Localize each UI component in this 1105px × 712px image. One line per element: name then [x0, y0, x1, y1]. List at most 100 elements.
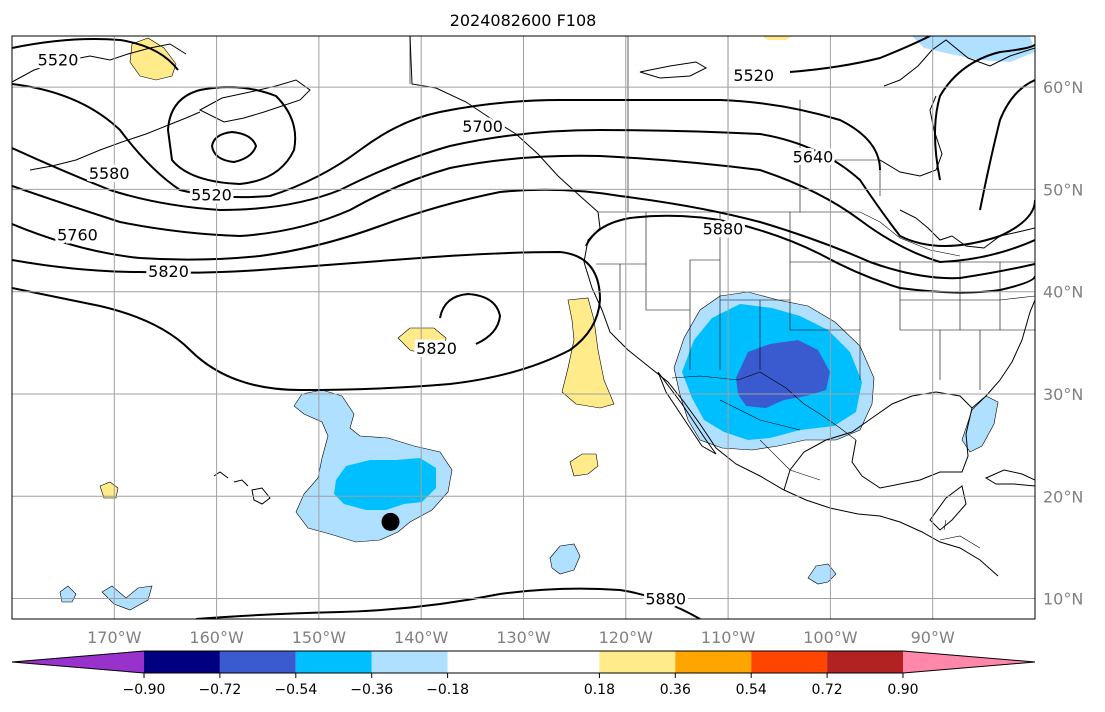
longitude-label: 140°W — [394, 628, 449, 647]
longitude-label: 170°W — [87, 628, 142, 647]
anomaly-yellow-north — [762, 36, 792, 40]
longitude-label: 110°W — [701, 628, 756, 647]
colorbar-tick-label: 0.72 — [812, 682, 843, 698]
contour-label: 5880 — [645, 590, 686, 609]
colorbar-swatch — [219, 651, 296, 673]
colorbar-tick-label: −0.72 — [198, 682, 241, 698]
latitude-label: 50°N — [1043, 180, 1083, 199]
figure-title: 2024082600 F108 — [450, 11, 597, 30]
contour-label: 5640 — [793, 148, 834, 167]
colorbar-swatch — [144, 651, 220, 673]
colorbar-tick-label: 0.18 — [584, 682, 615, 698]
coastline-cuba — [984, 469, 1035, 487]
longitude-label: 160°W — [189, 628, 244, 647]
colorbar-swatch — [447, 651, 600, 673]
contour-label: 5760 — [57, 225, 98, 244]
anomaly-light-blue-small-b — [961, 395, 999, 453]
colorbar-extend-high — [903, 651, 1035, 673]
contour-line-5520-arctic — [934, 43, 1035, 181]
coastline-hawaii — [213, 471, 271, 505]
anomaly-yellow-mid-pacific — [397, 327, 447, 357]
latitude-label: 40°N — [1043, 283, 1083, 302]
latitude-label: 60°N — [1043, 78, 1083, 97]
coastline-arctic-island — [639, 61, 708, 79]
coastline-baja — [657, 371, 717, 455]
contour-line-5820-high — [439, 292, 502, 345]
anomaly-yellow-aleutians — [129, 37, 177, 81]
contour-line-5460-core — [210, 130, 258, 164]
anomaly-light-blue-small-c — [807, 563, 837, 585]
anomaly-yellow-east-pacific — [561, 297, 615, 409]
shading-layer — [59, 36, 1035, 611]
latitude-labels: 60°N 50°N 40°N 30°N 20°N 10°N — [1043, 78, 1083, 608]
contour-label: 5580 — [89, 164, 130, 183]
colorbar-swatch — [371, 651, 448, 673]
contour-label: 5700 — [462, 117, 503, 136]
colorbar-tick-label: −0.36 — [350, 682, 393, 698]
coastline-north-america-west — [409, 36, 999, 577]
anomaly-deep-sky-blue-pacific — [334, 458, 436, 510]
border-us-mexico — [671, 371, 857, 441]
colorbar-swatch — [751, 651, 828, 673]
contour-label: 5520 — [733, 66, 774, 85]
colorbar-swatch — [675, 651, 752, 673]
longitude-label: 150°W — [292, 628, 347, 647]
colorbar-swatch — [599, 651, 676, 673]
contour-label: 5520 — [38, 51, 79, 70]
contour-line-5640-arctic — [789, 36, 931, 73]
coastline-yucatan — [929, 485, 967, 531]
colorbar-tick-label: 0.36 — [660, 682, 691, 698]
contour-label-layer: 5520 5520 5580 5520 5700 5640 5760 5820 5880 5820… — [35, 48, 837, 612]
longitude-label: 100°W — [803, 628, 858, 647]
contour-label: 5520 — [191, 186, 232, 205]
anomaly-royal-blue-southwest — [736, 340, 830, 408]
border-us-states-east — [900, 261, 1035, 390]
coastline-siberia — [12, 43, 187, 83]
contour-line-5520-low — [166, 86, 297, 186]
longitude-labels: 170°W 160°W 150°W 140°W 130°W 120°W 110°W 100°W… — [87, 628, 955, 647]
contour-line-5880-north — [585, 214, 1035, 294]
contour-line-5520-west — [12, 38, 179, 71]
coastline-florida-atlantic — [971, 299, 1035, 409]
latitude-label: 10°N — [1043, 590, 1083, 609]
colorbar-swatch — [295, 651, 372, 673]
anomaly-light-blue-small-a — [549, 543, 581, 575]
colorbar-swatch — [827, 651, 903, 673]
contour-line-5880-south — [195, 587, 701, 619]
coastline-great-lakes — [899, 209, 1035, 249]
anomaly-yellow-small-a — [569, 453, 599, 477]
latitude-label: 20°N — [1043, 487, 1083, 506]
contour-line-5820 — [12, 250, 602, 392]
contour-label: 5820 — [416, 339, 457, 358]
colorbar-tick-label: −0.90 — [123, 682, 166, 698]
border-mexico-states — [719, 399, 821, 481]
contour-line-5580-east — [979, 79, 1035, 211]
map-layers: 5520 5520 5580 5520 5700 5640 5760 5820 5880 5820… — [12, 36, 1035, 619]
longitude-label: 90°W — [911, 628, 955, 647]
colorbar-tick-label: −0.18 — [426, 682, 469, 698]
border-us-states-central — [759, 212, 1035, 380]
longitude-label: 130°W — [496, 628, 551, 647]
contour-line-5640 — [12, 128, 1035, 247]
border-us-states-west — [596, 212, 860, 370]
map-frame — [11, 35, 1036, 620]
colorbar-tick-label: 0.90 — [887, 682, 918, 698]
longitude-label: 120°W — [599, 628, 654, 647]
coastline-hudson-bay-south — [879, 95, 943, 177]
coastline-aleutians — [29, 111, 201, 171]
gridline-layer — [12, 36, 1035, 619]
latitude-label: 30°N — [1043, 385, 1083, 404]
storm-center-marker — [381, 512, 400, 531]
anomaly-light-blue-small-e — [59, 585, 77, 603]
border-central-america — [939, 519, 981, 549]
contour-label: 5880 — [703, 219, 744, 238]
colorbar-tick-label: −0.54 — [274, 682, 317, 698]
contour-label: 5820 — [148, 262, 189, 281]
contour-line-5580 — [12, 83, 881, 199]
contour-line-5700 — [12, 154, 1035, 264]
colorbar-extend-low — [12, 651, 144, 673]
coastline-layer — [12, 36, 1035, 577]
colorbar: −0.90 −0.72 −0.54 −0.36 −0.18 0.18 0.36 0.54 0.7… — [11, 650, 1036, 698]
coastline-alaska-sw — [198, 79, 311, 123]
